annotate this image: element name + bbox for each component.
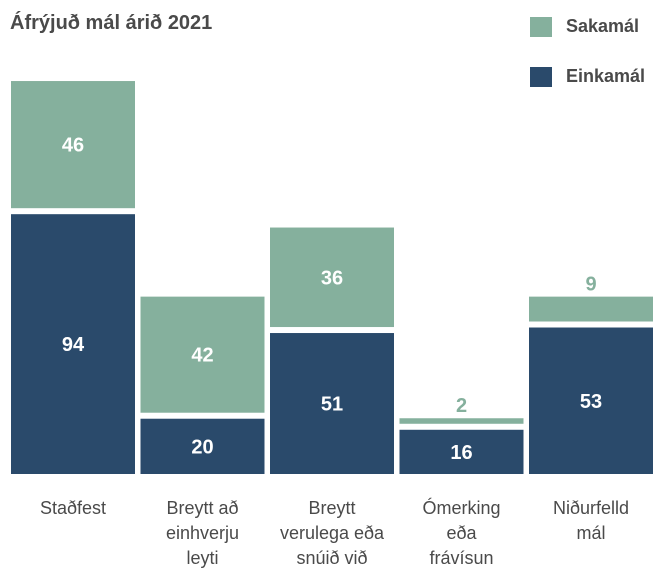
legend-label-einkamal: Einkamál [566,66,646,86]
legend-item-einkamal: Einkamál [530,66,645,87]
legend-swatch-sakamal [530,16,552,37]
bar-einkamal-2 [270,333,394,474]
category-label-1: Breytt að einhverju leyti [166,498,239,568]
data-label-einkamal-4: 53 [580,391,602,413]
bar-einkamal-1 [140,418,265,474]
data-label-einkamal-3: 16 [450,442,472,464]
data-label-sakamal-3: 2 [456,395,467,417]
chart-title: Áfrýjuð mál árið 2021 [10,12,213,34]
data-label-sakamal-1: 42 [191,345,213,367]
data-label-sakamal-0: 46 [62,135,84,157]
category-label-4: Niðurfelld mál [553,498,629,543]
bar-einkamal-3 [399,429,524,474]
data-label-einkamal-1: 20 [191,436,213,458]
legend-label-sakamal: Sakamál [566,16,640,36]
data-label-sakamal-4: 9 [585,274,596,296]
bar-einkamal-0 [11,214,135,474]
data-label-sakamal-2: 36 [321,267,343,289]
bar-sakamal-4 [529,296,653,322]
legend-swatch-einkamal [530,66,552,87]
bar-sakamal-2 [270,227,394,328]
bar-sakamal-1 [140,296,265,413]
category-label-2: Breytt verulega eða snúið við [280,498,385,568]
bar-sakamal-3 [399,418,524,424]
data-label-einkamal-0: 94 [62,334,85,356]
bar-sakamal-0 [11,81,135,209]
data-label-einkamal-2: 51 [321,394,343,416]
category-label-3: Ómerking eða frávísun [422,497,500,568]
legend-item-sakamal: Sakamál [530,16,639,37]
category-label-0: Staðfest [40,498,106,518]
bar-einkamal-4 [529,327,653,474]
